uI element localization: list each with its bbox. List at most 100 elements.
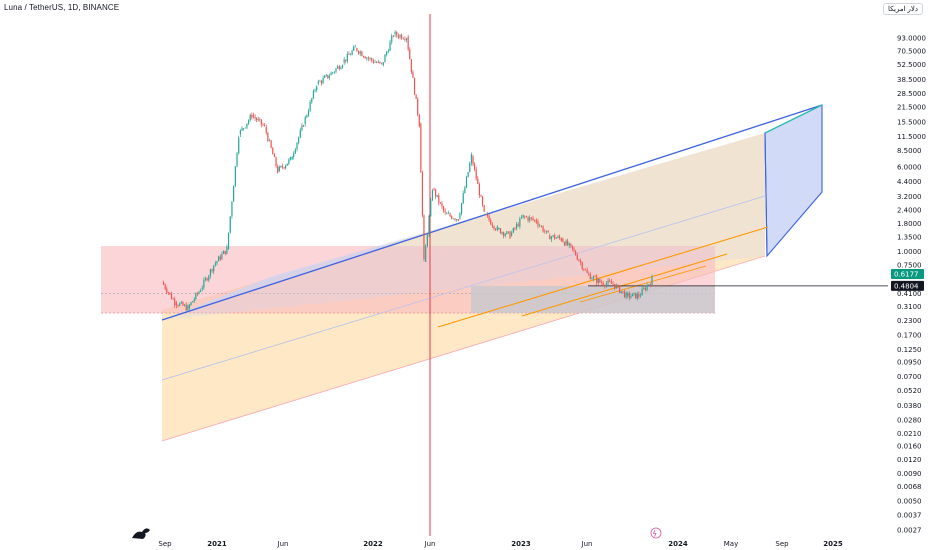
x-tick-label: Jun xyxy=(277,540,289,548)
candle-body xyxy=(605,283,608,287)
x-tick-label: May xyxy=(724,540,738,548)
candle-body xyxy=(591,278,593,280)
candle-body xyxy=(485,214,487,215)
candle-body xyxy=(578,259,580,261)
overlays-layer: 0.6177 0.4804 xyxy=(132,269,924,539)
candle-body xyxy=(431,190,434,201)
candle-body xyxy=(187,305,189,311)
candle-body xyxy=(618,285,621,293)
y-tick-label: 8.5000 xyxy=(897,147,922,155)
candle-body xyxy=(330,72,332,76)
candle-body xyxy=(265,126,267,133)
candle-body xyxy=(567,240,569,246)
candle-body xyxy=(369,58,371,59)
candle-body xyxy=(525,216,528,218)
candle-body xyxy=(335,68,337,72)
candle-body xyxy=(249,114,251,121)
candle-body xyxy=(309,101,311,112)
candle-body xyxy=(412,71,414,78)
y-tick-label: 1.0000 xyxy=(897,248,922,256)
candle-body xyxy=(625,292,627,298)
candle-body xyxy=(337,66,339,69)
candle-body xyxy=(289,157,292,160)
candle-body xyxy=(643,288,645,289)
candle-body xyxy=(488,215,490,221)
y-tick-label: 0.0280 xyxy=(897,416,922,424)
candle-body xyxy=(239,130,241,135)
candle-body xyxy=(447,213,450,215)
candle-body xyxy=(291,157,293,160)
candle-body xyxy=(343,59,345,63)
candle-body xyxy=(635,292,637,299)
y-tick-label: 0.1250 xyxy=(897,346,922,354)
candle-body xyxy=(604,285,606,287)
candle-body xyxy=(273,154,276,158)
candle-body xyxy=(449,213,451,217)
candle-body xyxy=(257,119,259,121)
time-axis: Sep 2021 Jun 2022 Jun 2023 Jun 2024 May Sep 2025 xyxy=(158,540,842,548)
candle-body xyxy=(324,76,326,78)
candle-body xyxy=(584,269,587,271)
candle-body xyxy=(270,140,272,148)
candle-body xyxy=(214,263,216,265)
candle-body xyxy=(320,80,323,84)
candle-body xyxy=(252,115,255,117)
candle-body xyxy=(196,293,198,294)
candle-body xyxy=(288,159,290,164)
candle-body xyxy=(364,56,366,59)
candle-body xyxy=(226,246,228,254)
candle-body xyxy=(496,226,498,230)
candle-body xyxy=(294,149,296,154)
candle-body xyxy=(610,281,612,284)
candle-body xyxy=(559,236,561,239)
candle-body xyxy=(172,298,174,300)
candle-body xyxy=(607,280,609,284)
candle-body xyxy=(304,117,306,124)
y-tick-label: 70.5000 xyxy=(897,47,926,55)
y-tick-label: 1.3500 xyxy=(897,234,922,242)
candle-body xyxy=(520,217,523,219)
candle-body xyxy=(399,34,401,38)
candle-body xyxy=(272,147,274,155)
candle-body xyxy=(259,119,261,120)
y-tick-label: 4.4000 xyxy=(897,178,922,186)
candle-body xyxy=(460,203,463,214)
candle-body xyxy=(565,240,567,246)
candle-body xyxy=(325,74,327,77)
horizontal-line-label: 0.4804 xyxy=(894,282,919,290)
candle-body xyxy=(568,243,570,246)
candle-body xyxy=(306,115,308,118)
candle-body xyxy=(377,61,379,63)
lightning-icon xyxy=(652,529,657,537)
candle-body xyxy=(470,154,473,164)
candle-body xyxy=(222,250,225,254)
candle-body xyxy=(573,248,575,251)
candle-body xyxy=(415,94,417,99)
candle-body xyxy=(405,38,408,40)
candle-body xyxy=(281,166,284,168)
candle-body xyxy=(589,274,591,280)
candle-body xyxy=(209,269,212,276)
candle-body xyxy=(477,178,479,184)
candle-body xyxy=(467,172,469,178)
candle-body xyxy=(407,36,409,50)
candle-body xyxy=(374,62,376,63)
current-price-badge xyxy=(891,269,924,280)
candle-body xyxy=(462,193,464,204)
candle-body xyxy=(251,114,253,118)
candle-body xyxy=(542,226,544,232)
currency-selector[interactable]: دلار امریکا xyxy=(883,3,923,15)
candle-body xyxy=(268,140,271,142)
candle-body xyxy=(198,291,200,294)
candle-body xyxy=(241,128,243,131)
candle-body xyxy=(263,125,266,126)
candle-body xyxy=(260,119,262,125)
candle-body xyxy=(620,291,622,293)
candle-body xyxy=(425,246,427,262)
candle-body xyxy=(216,261,218,264)
candle-body xyxy=(183,304,186,306)
current-price-label: 0.6177 xyxy=(894,271,919,279)
candle-body xyxy=(277,166,279,173)
candle-body xyxy=(298,137,300,143)
